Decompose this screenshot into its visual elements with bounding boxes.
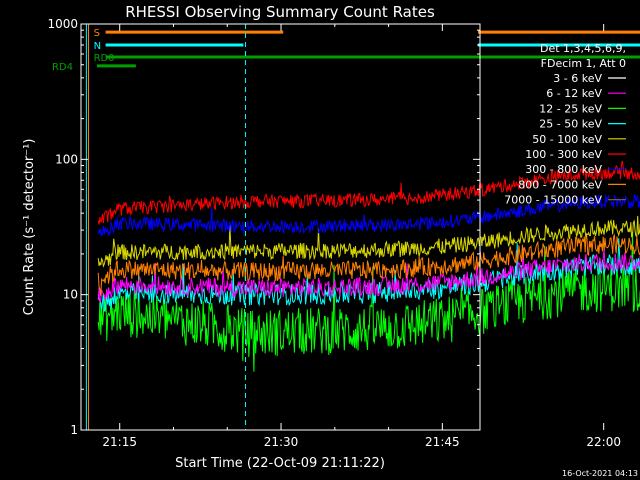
x-tick-label: 21:45 <box>425 435 460 449</box>
y-tick-label: 100 <box>55 152 78 166</box>
series-layer <box>97 160 640 372</box>
legend-entry-label: 7000 - 15000 keV <box>504 194 602 207</box>
x-tick-label: 21:15 <box>102 435 137 449</box>
series-line-2 <box>97 238 640 312</box>
y-tick-label: 1 <box>70 423 78 437</box>
series-line-5 <box>97 215 640 268</box>
y-tick-label: 10 <box>63 288 78 302</box>
legend-header: Det 1,3,4,5,6,9, <box>540 42 626 55</box>
legend-entry-label: 300 - 800 keV <box>525 163 602 176</box>
plot-frame <box>80 23 481 431</box>
legend-entry-label: 3 - 6 keV <box>553 72 602 85</box>
legend: Det 1,3,4,5,6,9, FDecim 1, Att 0 3 - 6 keV… <box>504 42 626 207</box>
flag-label: S <box>94 28 100 39</box>
x-tick-label: 22:00 <box>586 435 621 449</box>
legend-entry-label: 100 - 300 keV <box>525 148 602 161</box>
legend-entry-label: 50 - 100 keV <box>532 133 602 146</box>
footer-timestamp: 16-Oct-2021 04:13 <box>562 469 638 478</box>
flag-label: RD4 <box>52 62 73 73</box>
x-axis-label: Start Time (22-Oct-09 21:11:22) <box>175 456 385 471</box>
flag-label: RD0 <box>94 53 115 64</box>
series-line-0 <box>97 258 640 339</box>
series-line-7 <box>97 160 640 225</box>
y-tick-label: 1000 <box>47 17 78 31</box>
legend-header: FDecim 1, Att 0 <box>541 57 626 70</box>
legend-entry-label: 6 - 12 keV <box>546 87 602 100</box>
series-line-4 <box>97 232 640 297</box>
flag-label: N <box>94 41 101 52</box>
series-line-6 <box>97 194 640 237</box>
legend-entry-label: 12 - 25 keV <box>539 102 602 115</box>
series-line-1 <box>97 231 640 372</box>
legend-entry-label: 25 - 50 keV <box>539 118 602 131</box>
x-tick-label: 21:30 <box>264 435 299 449</box>
y-axis-label: Count Rate (s⁻¹ detector⁻¹) <box>22 139 37 316</box>
vertical-markers <box>85 24 247 430</box>
y-axis-ticks: 1 10 100 1000 <box>47 17 480 437</box>
chart-title: RHESSI Observing Summary Count Rates <box>125 3 435 21</box>
legend-entry-label: 800 - 7000 keV <box>518 178 602 191</box>
